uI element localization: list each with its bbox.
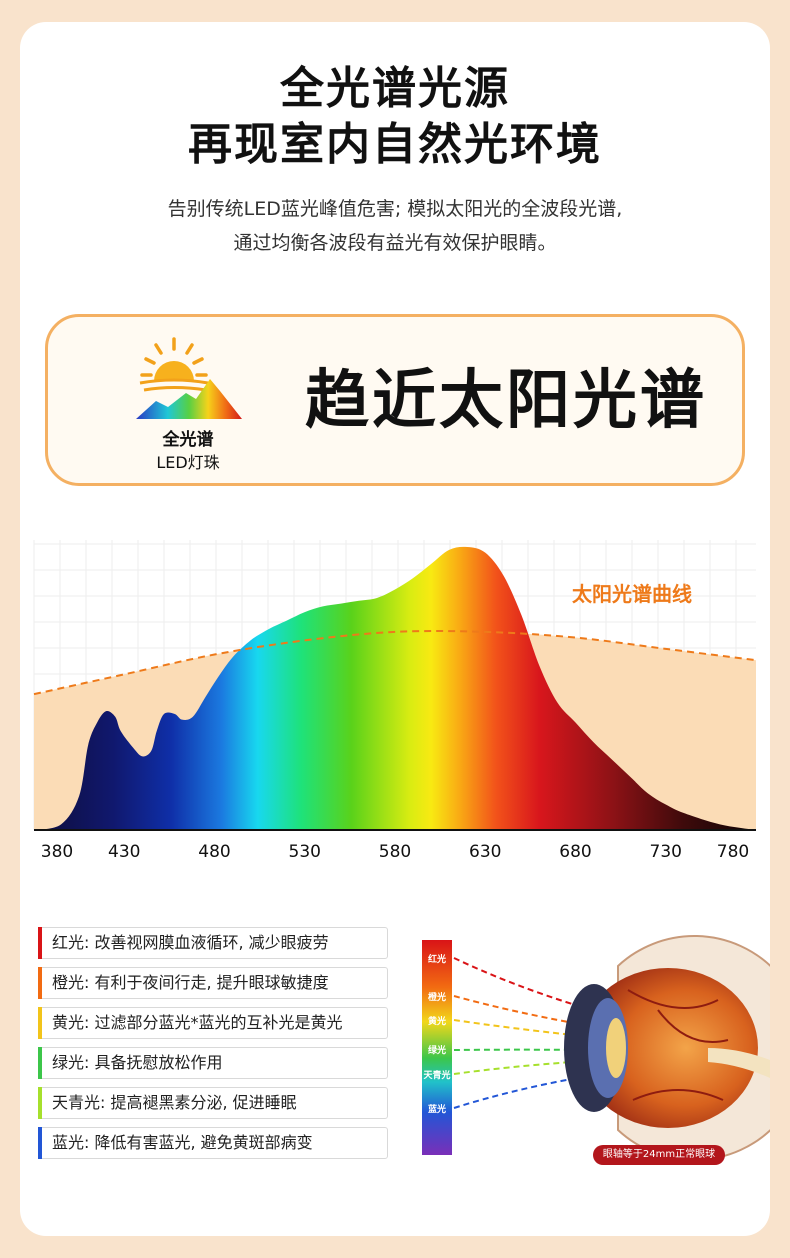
page-subtitle-line2: 通过均衡各波段有益光有效保护眼睛。 — [233, 232, 557, 254]
x-tick-480: 480 — [198, 842, 230, 862]
spectrum-bar-label: 天青光 — [423, 1071, 451, 1081]
page-subtitle: 告别传统LED蓝光峰值危害; 模拟太阳光的全波段光谱, — [167, 198, 623, 220]
feature-badge: 全光谱 LED灯珠 趋近太阳光谱 — [45, 314, 745, 486]
x-tick-530: 530 — [289, 842, 321, 862]
benefit-color-bar — [38, 1127, 42, 1159]
spectrum-bar — [422, 940, 452, 1155]
x-tick-380: 380 — [41, 842, 73, 862]
spectrum-bar-label: 橙光 — [427, 993, 446, 1003]
eye-caption: 眼轴等于24mm正常眼球 — [593, 1145, 725, 1165]
x-tick-680: 680 — [559, 842, 591, 862]
benefit-text: 天青光: 提高褪黑素分泌, 促进睡眠 — [52, 1093, 297, 1112]
badge-headline: 趋近太阳光谱 — [305, 364, 707, 438]
benefit-text: 红光: 改善视网膜血液循环, 减少眼疲劳 — [52, 933, 329, 952]
benefit-text: 绿光: 具备抚慰放松作用 — [52, 1053, 223, 1072]
sun-curve-label: 太阳光谱曲线 — [572, 582, 692, 606]
x-tick-430: 430 — [108, 842, 140, 862]
eyeball-icon — [453, 935, 770, 1161]
benefit-color-bar — [38, 927, 42, 959]
benefit-color-bar — [38, 1087, 42, 1119]
spectrum-bar-label: 红光 — [427, 955, 446, 965]
badge-sublabel: LED灯珠 — [156, 453, 220, 472]
x-tick-730: 730 — [650, 842, 682, 862]
benefit-item: 橙光: 有利于夜间行走, 提升眼球敏捷度 — [38, 967, 388, 999]
badge-label: 全光谱 — [162, 430, 214, 450]
benefit-item: 天青光: 提高褪黑素分泌, 促进睡眠 — [38, 1087, 388, 1119]
sun-curve-line — [33, 630, 757, 696]
benefit-text: 黄光: 过滤部分蓝光*蓝光的互补光是黄光 — [52, 1013, 343, 1032]
benefit-item: 红光: 改善视网膜血液循环, 减少眼疲劳 — [38, 927, 388, 959]
benefit-item: 黄光: 过滤部分蓝光*蓝光的互补光是黄光 — [38, 1007, 388, 1039]
benefit-color-bar — [38, 1007, 42, 1039]
spectrum-bar-label: 蓝光 — [427, 1105, 446, 1115]
x-tick-630: 630 — [469, 842, 501, 862]
benefit-text: 蓝光: 降低有害蓝光, 避免黄斑部病变 — [52, 1133, 313, 1152]
x-tick-580: 580 — [379, 842, 411, 862]
x-tick-780: 780 — [717, 842, 749, 862]
spectrum-chart: 380 430 480 530 580 630 680 730 780 — [33, 540, 757, 862]
spectrum-bar-label: 黄光 — [427, 1017, 446, 1027]
page-title: 全光谱光源 — [280, 63, 510, 114]
spectrum-area — [34, 546, 756, 830]
benefit-item: 蓝光: 降低有害蓝光, 避免黄斑部病变 — [38, 1127, 388, 1159]
page-title-line2: 再现室内自然光环境 — [188, 119, 602, 170]
benefit-text: 橙光: 有利于夜间行走, 提升眼球敏捷度 — [52, 973, 329, 992]
spectrum-bar-label: 绿光 — [427, 1046, 446, 1056]
benefit-item: 绿光: 具备抚慰放松作用 — [38, 1047, 388, 1079]
benefit-color-bar — [38, 967, 42, 999]
sun-mountain-icon — [136, 337, 242, 419]
x-tick-labels: 380 430 480 530 580 630 680 730 780 — [41, 842, 749, 862]
benefit-color-bar — [38, 1047, 42, 1079]
